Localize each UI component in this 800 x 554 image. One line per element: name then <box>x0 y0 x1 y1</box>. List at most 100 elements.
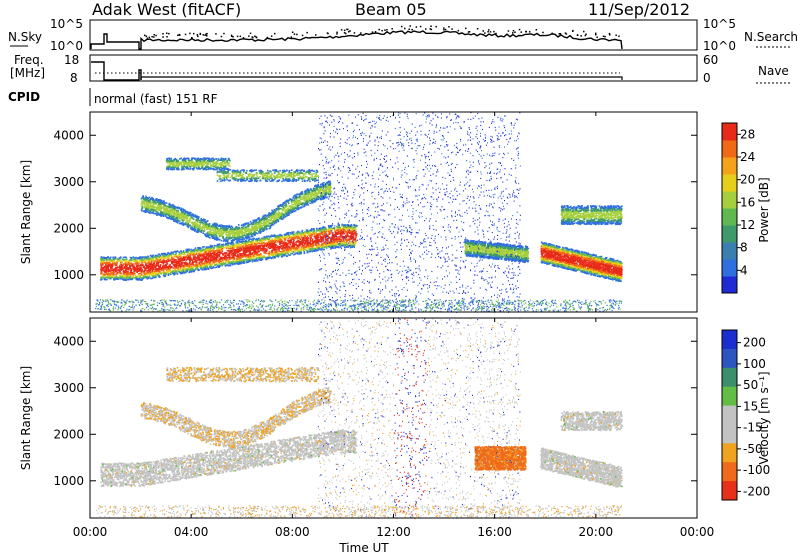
data-point <box>212 257 215 259</box>
data-point <box>309 244 311 247</box>
data-point <box>180 251 182 254</box>
data-point <box>175 261 178 263</box>
data-point <box>222 261 224 263</box>
data-point <box>194 268 197 270</box>
data-point <box>321 233 324 235</box>
data-point <box>266 243 268 246</box>
data-point <box>326 234 329 237</box>
data-point <box>296 232 298 235</box>
data-point <box>224 265 227 267</box>
data-point <box>150 277 152 280</box>
data-point <box>252 248 254 251</box>
data-point <box>175 270 177 273</box>
data-point <box>298 239 300 242</box>
data-point <box>229 250 232 253</box>
data-point <box>262 220 264 222</box>
nsearch-dot <box>512 32 514 34</box>
data-point <box>225 258 228 260</box>
data-point <box>124 274 127 276</box>
data-point <box>313 241 316 243</box>
data-point <box>203 267 205 269</box>
data-point <box>355 225 357 228</box>
data-point <box>210 257 213 259</box>
data-point <box>304 241 307 244</box>
data-point <box>249 247 251 250</box>
nsearch-dot <box>520 31 522 33</box>
nsearch-dot <box>596 36 598 38</box>
data-point <box>334 245 336 247</box>
data-point <box>100 277 103 279</box>
data-point <box>106 276 108 278</box>
data-point <box>281 248 284 250</box>
nsearch-dot <box>404 27 406 30</box>
data-point <box>203 268 205 271</box>
data-point <box>121 268 123 270</box>
data-point <box>108 261 111 264</box>
data-point <box>133 270 136 272</box>
data-point <box>108 270 110 272</box>
nsearch-dot <box>489 31 492 33</box>
data-point <box>246 249 249 251</box>
data-point <box>103 260 105 263</box>
data-point <box>346 234 348 237</box>
freq-panel <box>89 54 698 82</box>
data-point <box>225 260 227 263</box>
data-point <box>201 268 204 271</box>
data-point <box>291 231 293 233</box>
data-point <box>212 256 214 258</box>
nsearch-dot <box>153 36 155 38</box>
data-point <box>104 271 106 273</box>
data-point <box>222 245 225 247</box>
data-point <box>212 267 214 269</box>
data-point <box>315 241 317 244</box>
data-point <box>156 255 159 258</box>
data-point <box>198 251 201 253</box>
data-point <box>172 267 175 269</box>
data-point <box>134 274 137 277</box>
data-point <box>207 259 210 262</box>
data-point <box>314 232 317 234</box>
data-point <box>129 274 131 276</box>
data-point <box>172 251 175 253</box>
data-point <box>140 270 143 272</box>
data-point <box>133 257 136 260</box>
data-point <box>185 251 187 253</box>
nsearch-dot <box>293 33 296 35</box>
data-point <box>139 275 142 277</box>
data-point <box>150 255 153 258</box>
data-point <box>327 225 330 227</box>
data-point <box>109 270 112 272</box>
data-point <box>152 263 155 265</box>
data-point <box>255 248 257 250</box>
data-point <box>248 256 250 259</box>
data-point <box>330 232 332 234</box>
nsearch-dot <box>488 29 490 31</box>
data-point <box>218 245 221 248</box>
data-point <box>327 239 329 242</box>
data-point <box>158 275 160 278</box>
data-point <box>140 278 142 281</box>
data-point <box>229 258 231 261</box>
data-point <box>216 250 219 252</box>
data-point <box>303 231 306 233</box>
data-point <box>136 267 139 269</box>
data-point <box>179 254 182 257</box>
data-point <box>255 251 258 254</box>
data-point <box>112 261 114 263</box>
data-point <box>231 256 233 259</box>
data-point <box>232 254 234 257</box>
data-point <box>146 262 148 265</box>
data-point <box>268 254 270 257</box>
nsearch-dot <box>411 28 413 31</box>
data-point <box>274 250 277 252</box>
nsearch-dot <box>146 37 149 39</box>
data-point <box>109 257 111 259</box>
data-point <box>248 246 250 249</box>
nsearch-dot <box>148 36 151 39</box>
data-point <box>162 272 164 274</box>
nsearch-dot <box>585 33 587 35</box>
data-point <box>129 261 131 263</box>
nsearch-dot <box>242 37 245 39</box>
data-point <box>252 249 255 252</box>
data-point <box>336 238 338 241</box>
